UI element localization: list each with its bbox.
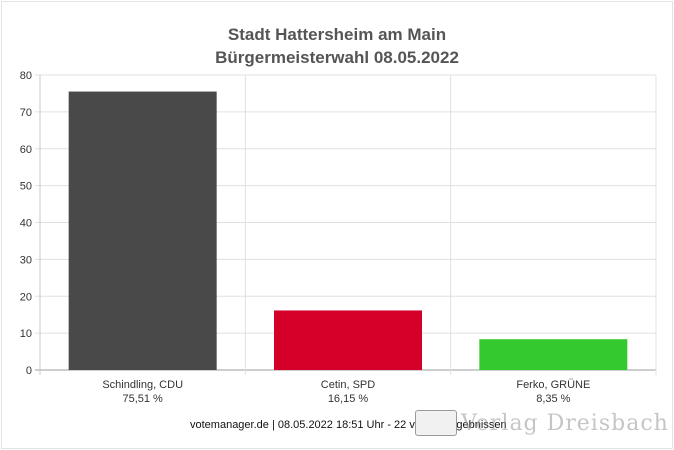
x-axis-labels: Schindling, CDU 75,51 % Cetin, SPD 16,15 % F… (102, 379, 590, 405)
y-tick-label: 20 (20, 291, 32, 303)
watermark-text: Verlag Dreisbach (461, 410, 669, 436)
x-tick-label: Schindling, CDU (102, 379, 183, 391)
bar-0 (68, 91, 217, 370)
bar-2 (479, 339, 628, 370)
x-tick-label: Ferko, GRÜNE (516, 379, 590, 391)
bars (68, 91, 628, 370)
y-tick-label: 80 (20, 70, 32, 82)
y-axis-ticks: 0 10 20 30 40 50 60 70 80 (20, 70, 32, 377)
y-tick-label: 60 (20, 144, 32, 156)
y-tick-label: 50 (20, 181, 32, 193)
y-tick-label: 40 (20, 218, 32, 230)
bar-1 (274, 310, 422, 370)
data-label: 16,15 % (328, 393, 369, 405)
chart-title-line1: Stadt Hattersheim am Main (227, 25, 447, 44)
data-label: 8,35 % (536, 393, 570, 405)
chart-title-line2: Bürgermeisterwahl 08.05.2022 (215, 48, 459, 67)
y-tick-label: 30 (20, 254, 32, 266)
x-tick-label: Cetin, SPD (321, 379, 375, 391)
publisher-logo-icon (415, 410, 457, 436)
watermark: Verlag Dreisbach (415, 410, 669, 436)
y-tick-label: 10 (20, 328, 32, 340)
y-tick-label: 0 (26, 365, 32, 377)
data-label: 75,51 % (122, 393, 163, 405)
y-tick-label: 70 (20, 107, 32, 119)
